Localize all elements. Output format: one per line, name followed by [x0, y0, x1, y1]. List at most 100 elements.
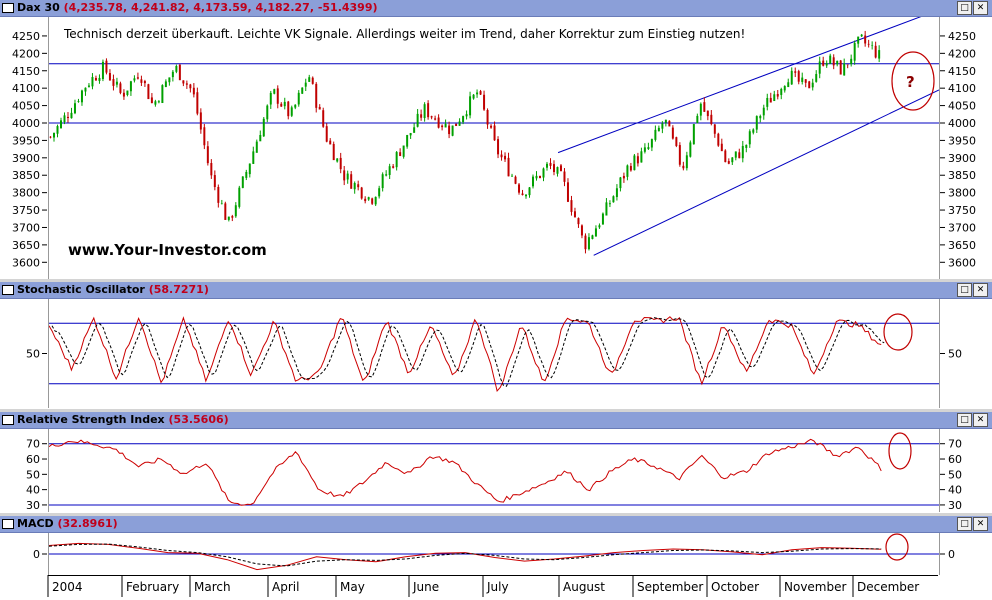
rsi-axis-left: 30 40 50 60 70 [26, 438, 47, 512]
close-button[interactable]: ✕ [973, 1, 988, 15]
y-tick-label: 30 [948, 499, 962, 512]
y-tick-label: 4150 [12, 65, 40, 78]
y-tick-label: 3900 [948, 152, 976, 165]
y-tick-label: 3600 [948, 256, 976, 269]
maximize-button[interactable]: □ [957, 283, 972, 297]
price-values: (4,235.78, 4,241.82, 4,173.59, 4,182.27,… [63, 1, 378, 14]
stoch-title: Stochastic Oscillator [17, 283, 145, 296]
maximize-button[interactable]: □ [957, 517, 972, 531]
y-tick-label: 0 [948, 548, 955, 561]
month-label: September [637, 580, 703, 594]
separator[interactable] [0, 279, 992, 282]
panel-menu-icon[interactable] [2, 519, 14, 529]
y-tick-label: 3600 [12, 256, 40, 269]
y-tick-label: 30 [26, 499, 40, 512]
panel-menu-icon[interactable] [2, 415, 14, 425]
y-tick-label: 3750 [948, 204, 976, 217]
month-label: February [126, 580, 179, 594]
y-tick-label: 60 [948, 453, 962, 466]
rsi-axis-right: 30 40 50 60 70 [940, 438, 962, 512]
price-axis-right: 3600 3650 3700 3750 3800 3850 3900 3950 4000 4050… [940, 30, 976, 269]
y-tick-label: 4050 [12, 100, 40, 113]
y-tick-label: 4200 [12, 47, 40, 60]
y-tick-label: 4000 [12, 117, 40, 130]
rsi-titlebar[interactable]: Relative Strength Index (53.5606) □ ✕ [0, 412, 992, 429]
y-tick-label: 50 [948, 468, 962, 481]
separator[interactable] [0, 513, 992, 516]
stoch-axis-right: 50 [940, 348, 962, 361]
close-button[interactable]: ✕ [973, 283, 988, 297]
y-tick-label: 3950 [948, 134, 976, 147]
month-label: March [194, 580, 231, 594]
stoch-titlebar[interactable]: Stochastic Oscillator (58.7271) □ ✕ [0, 282, 992, 299]
y-tick-label: 3700 [12, 221, 40, 234]
macd-values: (32.8961) [57, 517, 118, 530]
macd-signal-line [49, 543, 882, 567]
y-tick-label: 50 [26, 468, 40, 481]
y-tick-label: 3700 [948, 221, 976, 234]
y-tick-label: 50 [948, 348, 962, 361]
macd-axis-left: 0 [33, 548, 47, 561]
watermark: www.Your-Investor.com [68, 241, 267, 259]
price-titlebar[interactable]: Dax 30 (4,235.78, 4,241.82, 4,173.59, 4,… [0, 0, 992, 17]
separator[interactable] [0, 409, 992, 412]
oscillator-line [49, 438, 882, 506]
y-tick-label: 3650 [12, 239, 40, 252]
maximize-button[interactable]: □ [957, 1, 972, 15]
price-title: Dax 30 [17, 1, 60, 14]
rsi-panel: Relative Strength Index (53.5606) □ ✕ 30… [0, 412, 992, 514]
stoch-axis-left: 50 [26, 348, 47, 361]
y-tick-label: 40 [26, 484, 40, 497]
macd-title: MACD [17, 517, 54, 530]
y-tick-label: 4250 [12, 30, 40, 43]
y-tick-label: 70 [26, 438, 40, 451]
y-tick-label: 4200 [948, 47, 976, 60]
y-tick-label: 3800 [948, 187, 976, 200]
month-label: August [563, 580, 605, 594]
rsi-values: (53.5606) [168, 413, 229, 426]
month-label: October [711, 580, 759, 594]
y-tick-label: 4250 [948, 30, 976, 43]
x-axis: 2004 February March April May June July August S… [0, 575, 992, 600]
price-plot: ? [48, 17, 940, 279]
macd-line [49, 542, 882, 571]
highlight-circle [885, 533, 909, 561]
month-label: 2004 [52, 580, 83, 594]
macd-plot [48, 533, 940, 575]
panel-menu-icon[interactable] [2, 3, 14, 13]
y-tick-label: 4100 [948, 82, 976, 95]
highlight-circle [891, 51, 935, 111]
month-label: May [340, 580, 365, 594]
y-tick-label: 60 [26, 453, 40, 466]
annotation-note: Technisch derzeit überkauft. Leichte VK … [64, 27, 746, 41]
month-label: July [486, 580, 509, 594]
y-tick-label: 3800 [12, 187, 40, 200]
rsi-title: Relative Strength Index [17, 413, 165, 426]
trend-channel-lower [593, 89, 939, 256]
month-label: December [857, 580, 919, 594]
y-tick-label: 3750 [12, 204, 40, 217]
y-tick-label: 40 [948, 484, 962, 497]
y-tick-label: 4050 [948, 100, 976, 113]
highlight-circle [883, 313, 913, 351]
month-label: April [272, 580, 299, 594]
maximize-button[interactable]: □ [957, 413, 972, 427]
macd-axis-right: 0 [940, 548, 955, 561]
y-tick-label: 70 [948, 438, 962, 451]
panel-menu-icon[interactable] [2, 285, 14, 295]
question-mark: ? [906, 73, 915, 91]
price-panel: Dax 30 (4,235.78, 4,241.82, 4,173.59, 4,… [0, 0, 992, 281]
y-tick-label: 3850 [12, 169, 40, 182]
signal-line [51, 317, 885, 387]
y-tick-label: 4000 [948, 117, 976, 130]
close-button[interactable]: ✕ [973, 413, 988, 427]
y-tick-label: 3850 [948, 169, 976, 182]
macd-titlebar[interactable]: MACD (32.8961) □ ✕ [0, 516, 992, 533]
y-tick-label: 0 [33, 548, 40, 561]
close-button[interactable]: ✕ [973, 517, 988, 531]
oscillator-line [49, 316, 882, 392]
price-axis-left: 3600 3650 3700 3750 3800 3850 3900 3950 4000 4050… [12, 30, 47, 269]
y-tick-label: 3950 [12, 134, 40, 147]
trend-channel-upper [557, 17, 922, 154]
